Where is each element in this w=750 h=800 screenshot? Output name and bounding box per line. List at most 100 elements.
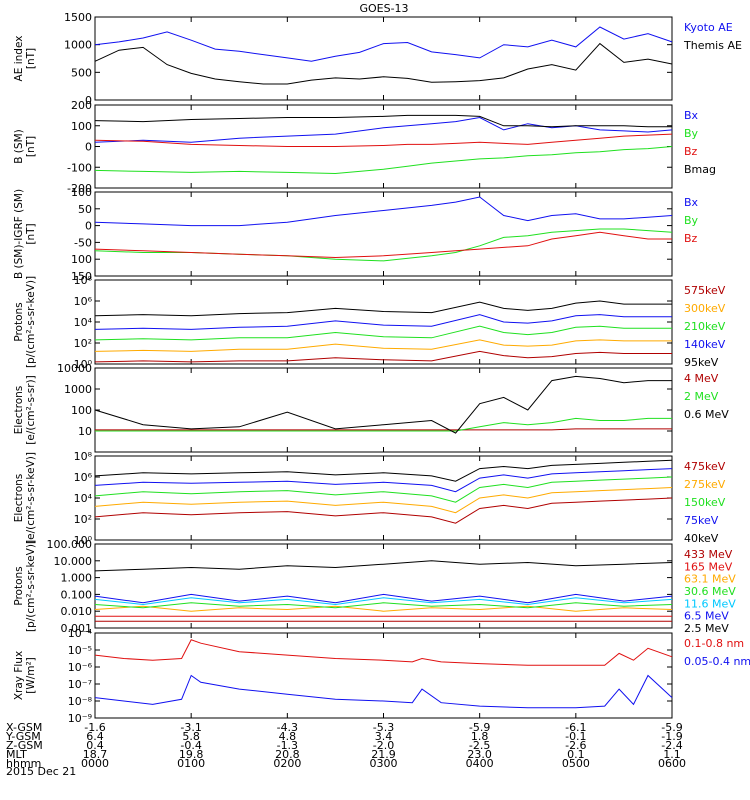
y-tick-label: 0.100 [61, 588, 93, 601]
series-line [94, 674, 673, 709]
y-tick-label: 10² [74, 513, 92, 526]
footer-row-label: Z-GSM [6, 739, 43, 752]
series-line [94, 602, 673, 609]
footer-value: -5.9 [661, 721, 682, 734]
footer-value: 0600 [658, 757, 686, 770]
y-tick-label: 100 [71, 186, 92, 199]
y-tick-label: 10⁻⁸ [68, 695, 93, 708]
y-axis-label: [W/m²] [25, 657, 37, 694]
footer-value: 4.8 [279, 730, 297, 743]
y-axis-label: [nT] [25, 48, 37, 69]
series-line [94, 476, 673, 503]
series-line [94, 350, 672, 363]
y-tick-label: -100 [67, 161, 92, 174]
y-tick-label: 10⁰ [74, 534, 93, 547]
legend-label: 433 MeV [684, 548, 733, 561]
y-tick-label: 200 [71, 99, 92, 112]
panel-8: 10⁻⁹ 10⁻⁸ 10⁻⁷ 10⁻⁶ 10⁻⁵ 10⁻⁴ Xray Flux [W/m²] 0… [13, 627, 750, 725]
series-line [94, 605, 673, 612]
y-axis-label: Xray Flux [13, 651, 25, 700]
legend-label: 95keV [684, 356, 719, 369]
panel-frame [94, 632, 673, 719]
legend-label: 2 MeV [684, 390, 719, 403]
y-axis-label: Electrons [13, 474, 25, 523]
legend-label: Bz [684, 145, 698, 158]
series-line [94, 339, 672, 352]
footer-value: -4.3 [277, 721, 298, 734]
footer-value: -2.0 [373, 739, 394, 752]
y-tick-label: 50 [78, 203, 92, 216]
footer-value: 0200 [273, 757, 301, 770]
y-tick-label: -200 [67, 182, 92, 195]
panel-4: 10⁰ 10² 10⁴ 10⁶ 10⁸ Protons [p/(cm²-s-sr-keV)]… [13, 274, 726, 371]
y-tick-label: 10⁻⁹ [68, 712, 92, 725]
series-line [94, 593, 673, 604]
series-line [94, 325, 672, 341]
footer-value: 0.4 [86, 739, 104, 752]
y-tick-label: 0 [85, 141, 92, 154]
series-line [95, 417, 672, 432]
y-tick-label: 10⁻⁴ [68, 627, 93, 640]
footer-value: -1.9 [661, 730, 682, 743]
y-tick-label: 1000 [64, 39, 92, 52]
y-tick-label: 10⁸ [74, 274, 93, 287]
y-tick-label: 0 [85, 220, 92, 233]
footer-value: 18.7 [83, 748, 108, 761]
footer-value: -2.5 [469, 739, 490, 752]
footer-value: 0400 [466, 757, 494, 770]
y-axis-label: [p/(cm²-s-sr-keV)] [25, 540, 37, 632]
legend-label: 0.05-0.4 nm [684, 655, 750, 668]
series-line [94, 114, 672, 128]
y-tick-label: 100 [71, 120, 92, 133]
y-axis-label: [nT] [25, 223, 37, 244]
y-tick-label: 10² [74, 337, 92, 350]
footer-value: 1.1 [663, 748, 681, 761]
panel-frame [94, 543, 673, 629]
footer-value: 0500 [562, 757, 590, 770]
y-axis-label: [p/(cm²-s-sr-keV)] [25, 276, 37, 368]
legend-label: 210keV [684, 320, 726, 333]
footer-value: 5.8 [182, 730, 200, 743]
series-line [94, 300, 672, 317]
y-tick-label: 0 [85, 94, 92, 107]
footer-row-label: hhmm [6, 757, 41, 770]
legend-label: 0.1-0.8 nm [684, 637, 744, 650]
y-axis-label: AE index [13, 36, 25, 82]
legend-label: 0.6 MeV [684, 408, 729, 421]
y-tick-label: 100 [71, 253, 92, 266]
legend-label: Bx [684, 109, 699, 122]
footer-value: 6.4 [86, 730, 104, 743]
series-line [94, 560, 673, 572]
y-tick-label: 10⁻⁷ [68, 678, 92, 691]
y-axis-label: B (SM)-IGRF (SM) [13, 189, 25, 279]
legend-label: 150keV [684, 496, 726, 509]
y-tick-label: 1500 [64, 11, 92, 24]
series-line [94, 196, 673, 227]
y-tick-label: 100.000 [47, 538, 93, 551]
legend-label: Kyoto AE [684, 21, 733, 34]
figure-title: GOES-13 [359, 2, 408, 15]
footer-value: 0000 [81, 757, 109, 770]
series-line [94, 375, 672, 434]
legend-label: By [684, 214, 699, 227]
legend-label: 4 MeV [684, 372, 719, 385]
y-tick-label: 10⁰ [74, 358, 93, 371]
orbit-footer: X-GSM -1.6 -3.1 -4.3 -5.3 -5.9 -6.1 -5.9 Y-GSM 6.… [5, 721, 686, 770]
series-line [94, 459, 673, 482]
legend-label: Bz [684, 232, 698, 245]
legend-label: Bmag [684, 163, 716, 176]
y-tick-label: 1000 [64, 383, 92, 396]
footer-value: 20.8 [275, 748, 300, 761]
y-axis-label: Electrons [13, 386, 25, 435]
y-axis-label: Protons [13, 566, 25, 605]
y-axis-label: [e/(cm²-s-sr)] [25, 375, 37, 444]
footer-row-label: Y-GSM [5, 730, 41, 743]
footer-value: -1.6 [84, 721, 105, 734]
y-tick-label: 10⁶ [74, 471, 93, 484]
panel-2: -200 -100 0 100 200 B (SM) [nT] Bx By Bz Bmag [13, 99, 716, 195]
y-tick-label: 0.010 [61, 605, 93, 618]
footer-value: 19.8 [179, 748, 204, 761]
panel-frame [94, 367, 673, 453]
